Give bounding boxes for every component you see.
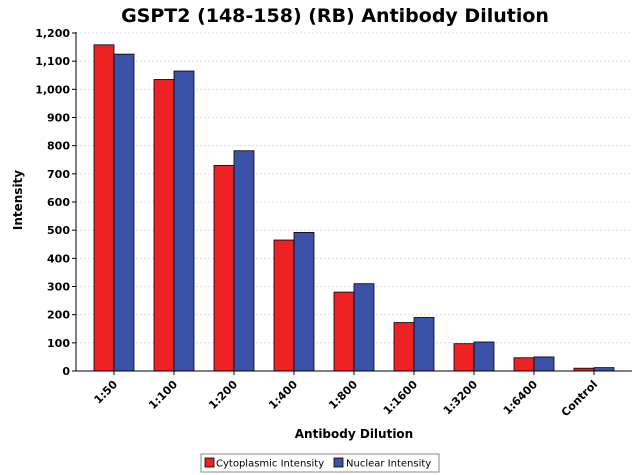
legend: Cytoplasmic Intensity Nuclear Intensity — [200, 453, 440, 473]
x-category-label: 1:50 — [92, 378, 121, 407]
y-tick-label: 300 — [47, 281, 70, 294]
bar-nuclear-2 — [233, 150, 255, 372]
x-axis-label: Antibody Dilution — [295, 427, 413, 441]
x-category-label: 1:3200 — [441, 378, 481, 418]
bar-cytoplasmic-4 — [333, 291, 355, 372]
bar-cytoplasmic-1 — [153, 79, 175, 372]
bar-cytoplasmic-2 — [213, 164, 235, 372]
legend-swatch-nuclear — [333, 457, 344, 468]
x-category-label: 1:100 — [146, 378, 180, 412]
bar-cytoplasmic-7 — [513, 357, 535, 372]
bar-nuclear-5 — [413, 317, 435, 372]
chart-title: GSPT2 (148-158) (RB) Antibody Dilution — [121, 5, 549, 27]
x-category-label: 1:1600 — [381, 378, 421, 418]
bar-nuclear-8 — [593, 367, 615, 372]
y-axis-label: Intensity — [11, 170, 25, 230]
bar-cytoplasmic-5 — [393, 322, 415, 372]
y-tick-label: 900 — [47, 112, 70, 125]
bar-cytoplasmic-3 — [273, 239, 295, 372]
x-axis-categories: 1:50 1:100 1:200 1:400 1:800 1:1600 1:3200 1:64… — [92, 371, 600, 419]
y-tick-label: 200 — [47, 309, 70, 322]
legend-label-nuclear: Nuclear Intensity — [346, 459, 431, 470]
x-category-label: Control — [559, 378, 600, 419]
y-tick-label: 1,200 — [35, 27, 70, 40]
y-tick-label: 600 — [47, 196, 70, 209]
legend-swatch-cytoplasmic — [204, 457, 215, 468]
x-category-label: 1:6400 — [501, 378, 541, 418]
y-tick-label: 400 — [47, 252, 70, 265]
x-category-label: 1:200 — [206, 378, 240, 412]
y-axis-ticks: 0 100 200 300 400 500 600 700 800 900 1,000 1,100 1,… — [35, 27, 76, 378]
legend-label-cytoplasmic: Cytoplasmic Intensity — [216, 459, 324, 470]
y-tick-label: 100 — [47, 337, 70, 350]
bar-cytoplasmic-6 — [453, 343, 475, 372]
bar-nuclear-1 — [173, 70, 195, 372]
bar-nuclear-0 — [113, 53, 135, 372]
y-tick-label: 1,100 — [35, 55, 70, 68]
bar-nuclear-3 — [293, 232, 315, 372]
bars — [93, 44, 615, 372]
bar-cytoplasmic-0 — [93, 44, 115, 372]
legend-box — [200, 453, 440, 473]
y-tick-label: 800 — [47, 140, 70, 153]
y-tick-label: 1,000 — [35, 83, 70, 96]
x-category-label: 1:400 — [266, 378, 300, 412]
y-tick-label: 700 — [47, 168, 70, 181]
y-tick-label: 0 — [62, 365, 70, 378]
x-category-label: 1:800 — [326, 378, 360, 412]
y-tick-label: 500 — [47, 224, 70, 237]
bar-nuclear-7 — [533, 356, 555, 372]
bar-nuclear-4 — [353, 283, 375, 372]
bar-nuclear-6 — [473, 341, 495, 372]
